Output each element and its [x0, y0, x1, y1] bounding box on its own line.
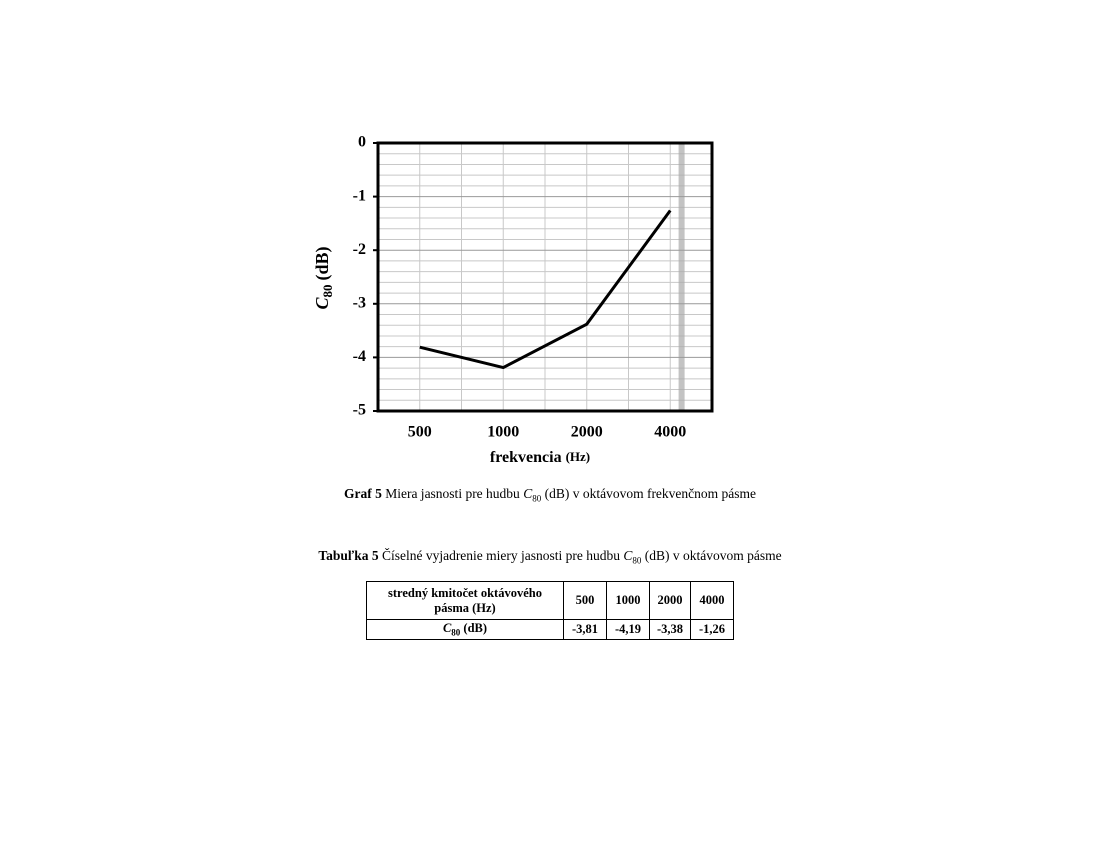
- plot-frame: [376, 141, 714, 413]
- text: Číselné vyjadrenie miery jasnosti pre hu…: [381, 548, 624, 563]
- subscript: 80: [320, 285, 335, 298]
- data-line: [419, 209, 672, 370]
- symbol: C: [523, 486, 533, 501]
- y-tick-label: -2: [353, 241, 366, 258]
- y-tick-label: -5: [353, 402, 366, 419]
- header-cell: stredný kmitočet oktávového pásma (Hz): [366, 581, 564, 620]
- text: Miera jasnosti pre hudbu: [385, 486, 524, 501]
- figure-caption: Graf 5 Miera jasnosti pre hudbu C80 (dB)…: [0, 486, 1100, 504]
- x-tick-label: 4000: [654, 424, 686, 441]
- symbol: C: [312, 297, 332, 310]
- y-tick-label: -4: [353, 348, 366, 365]
- header-cell: 1000: [606, 581, 650, 620]
- y-tick-label: -1: [353, 187, 366, 204]
- text: (dB) v oktávovom pásme: [641, 548, 782, 563]
- data-table: stredný kmitočet oktávového pásma (Hz) 5…: [366, 581, 734, 640]
- cell: -3,38: [649, 619, 691, 640]
- subscript: 80: [532, 493, 542, 504]
- label: Tabuľka 5: [318, 548, 379, 563]
- x-tick-label: 500: [408, 424, 432, 441]
- text: frekvencia: [490, 449, 562, 466]
- cell: -1,26: [690, 619, 734, 640]
- svg-text:C80(dB): C80 (dB): [312, 246, 335, 309]
- symbol: C: [623, 548, 633, 563]
- row-label: C80 (dB): [366, 619, 564, 640]
- label: Graf 5: [343, 486, 382, 501]
- x-tick-label: 1000: [487, 424, 519, 441]
- unit: (dB): [463, 621, 488, 636]
- cell: -3,81: [563, 619, 607, 640]
- header-row: stredný kmitočet oktávového pásma (Hz) 5…: [366, 581, 734, 620]
- symbol: C: [442, 621, 452, 636]
- text: (dB) v oktávovom frekvenčnom pásme: [541, 486, 757, 501]
- y-axis-label: C80 (dB): [312, 246, 335, 309]
- data-row: C80 (dB) -3,81 -4,19 -3,38 -1,26: [366, 619, 734, 640]
- y-tick-label: -3: [353, 294, 366, 311]
- subscript: 80: [632, 555, 642, 566]
- x-tick-label: 2000: [571, 424, 603, 441]
- header-cell: 4000: [690, 581, 734, 620]
- header-cell: 500: [563, 581, 607, 620]
- shade-bar: [678, 143, 685, 411]
- unit: (dB): [312, 246, 333, 280]
- cell: -4,19: [606, 619, 650, 640]
- y-tick-label: 0: [358, 134, 366, 151]
- table-caption: Tabuľka 5 Číselné vyjadrenie miery jasno…: [0, 548, 1100, 566]
- header-cell: 2000: [649, 581, 691, 620]
- subscript: 80: [451, 627, 461, 638]
- chart: C80 (dB) frekvencia (Hz) 0 -1 -2 -3 -4 -5 500 10…: [312, 134, 714, 466]
- x-axis-label: frekvencia (Hz): [490, 449, 590, 466]
- unit: (Hz): [566, 449, 591, 464]
